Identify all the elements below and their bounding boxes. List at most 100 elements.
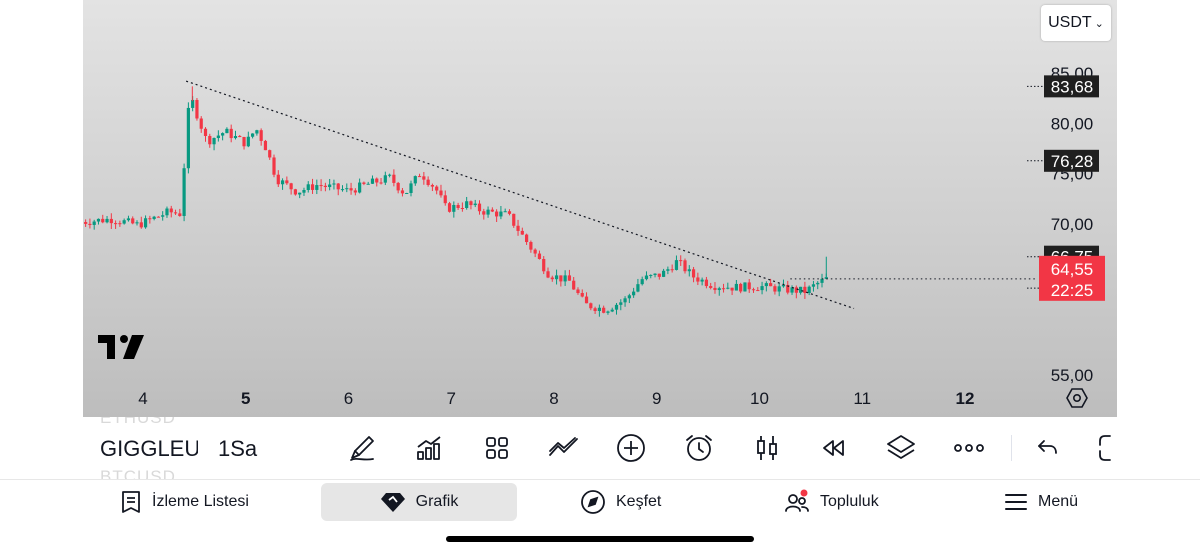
- candle-body: [238, 136, 242, 138]
- x-tick-label: 7: [447, 389, 456, 408]
- candle-body: [366, 183, 370, 185]
- candle-body: [229, 128, 233, 139]
- candle-body: [340, 189, 345, 191]
- candle-body: [473, 203, 477, 206]
- candle-body: [143, 218, 148, 228]
- layers-icon: [887, 435, 915, 459]
- candle-body: [614, 304, 619, 310]
- candle-body: [280, 180, 285, 185]
- candle-body: [246, 136, 250, 147]
- candle-body: [396, 182, 400, 191]
- candle-body: [456, 204, 460, 208]
- candle-body: [349, 188, 353, 191]
- candle-body: [383, 175, 387, 183]
- candle-body: [255, 130, 259, 134]
- candle-body: [435, 186, 439, 191]
- add-button[interactable]: [613, 430, 649, 466]
- current-price-box: [1039, 255, 1105, 301]
- candle-body: [803, 286, 807, 293]
- x-tick-label: 8: [549, 389, 558, 408]
- replay-button[interactable]: [815, 430, 851, 466]
- ghost-symbol-next[interactable]: BTCUSD: [100, 467, 176, 479]
- candle-body: [644, 275, 649, 280]
- layouts-button[interactable]: [479, 430, 515, 466]
- nav-item-chart[interactable]: Grafik: [321, 483, 517, 521]
- candle-body: [182, 168, 186, 216]
- candle-body: [700, 279, 704, 282]
- alarm-clock-icon: [686, 435, 712, 461]
- candle-body: [122, 220, 126, 224]
- trend-line[interactable]: [185, 80, 855, 310]
- nav-item-menu[interactable]: Menü: [994, 483, 1104, 521]
- watchlist-icon: [122, 491, 140, 513]
- price-chart[interactable]: 85,0080,0075,0070,0055,0083,6876,2866,75…: [83, 0, 1117, 417]
- candle-body: [687, 269, 691, 272]
- alert-button[interactable]: [681, 430, 717, 466]
- candle-body: [447, 203, 452, 212]
- object-tree-button[interactable]: [883, 430, 919, 466]
- chart-settings-icon[interactable]: [1065, 386, 1089, 410]
- candle-body: [602, 307, 606, 313]
- candle-body: [405, 192, 409, 194]
- candle-body: [114, 223, 118, 225]
- candle-body: [542, 259, 546, 272]
- candle-body: [336, 183, 340, 190]
- indicators-button[interactable]: [411, 430, 447, 466]
- price-label-box: [1044, 149, 1099, 172]
- candle-body: [576, 289, 580, 294]
- candle-body: [529, 242, 533, 250]
- candle-body: [649, 274, 653, 276]
- currency-select[interactable]: USDT ⌄: [1041, 5, 1111, 41]
- candle-body: [734, 283, 738, 291]
- chart-area[interactable]: 85,0080,0075,0070,0055,0083,6876,2866,75…: [83, 0, 1117, 417]
- more-button[interactable]: [951, 430, 987, 466]
- candle-body: [584, 296, 589, 304]
- candle-body: [452, 204, 456, 212]
- drawing-tool-button[interactable]: [344, 430, 380, 466]
- candle-body: [139, 222, 143, 228]
- nav-item-watchlist[interactable]: İzleme Listesi: [110, 483, 280, 521]
- candle-body: [756, 290, 760, 292]
- toolbar-divider: [1011, 435, 1012, 461]
- candle-body: [276, 174, 280, 185]
- candle-body: [199, 118, 203, 129]
- candle-body: [747, 282, 751, 290]
- candle-body: [593, 308, 597, 312]
- candle-body: [525, 234, 529, 243]
- candle-body: [293, 189, 298, 195]
- candle-body: [358, 182, 362, 193]
- chart-type-button[interactable]: [749, 430, 785, 466]
- x-tick-label: 11: [853, 389, 871, 408]
- price-label: 83,68: [1051, 77, 1094, 96]
- nav-item-explore[interactable]: Keşfet: [570, 483, 700, 521]
- candle-body: [208, 135, 212, 145]
- undo-button[interactable]: [1030, 430, 1066, 466]
- fullscreen-icon: [1099, 435, 1111, 461]
- candle-body: [632, 291, 636, 296]
- candle-body: [469, 201, 473, 206]
- y-tick-label: 55,00: [1051, 366, 1094, 385]
- symbol-label[interactable]: GIGGLEUSDT: [100, 436, 198, 461]
- candle-body: [413, 176, 417, 184]
- candle-body: [148, 218, 152, 220]
- candle-body: [520, 230, 524, 235]
- compare-button[interactable]: [546, 430, 582, 466]
- candle-body: [203, 128, 208, 136]
- candle-body: [362, 182, 366, 184]
- candle-body: [298, 192, 302, 195]
- fullscreen-button[interactable]: [1093, 430, 1117, 466]
- more-icon: [954, 444, 984, 452]
- candle-body: [790, 287, 794, 293]
- candle-body: [816, 282, 820, 285]
- candle-body: [186, 107, 190, 169]
- candle-body: [161, 215, 165, 217]
- undo-icon: [1038, 440, 1057, 454]
- candle-body: [156, 216, 161, 218]
- ghost-symbol-prev[interactable]: ETHUSD: [100, 417, 176, 427]
- interval-label[interactable]: 1Sa: [218, 436, 258, 461]
- currency-select-label: USDT: [1048, 14, 1092, 31]
- candle-body: [430, 184, 435, 187]
- nav-item-community[interactable]: Topluluk: [774, 483, 904, 521]
- candle-body: [499, 211, 503, 217]
- y-tick-label: 80,00: [1051, 114, 1094, 133]
